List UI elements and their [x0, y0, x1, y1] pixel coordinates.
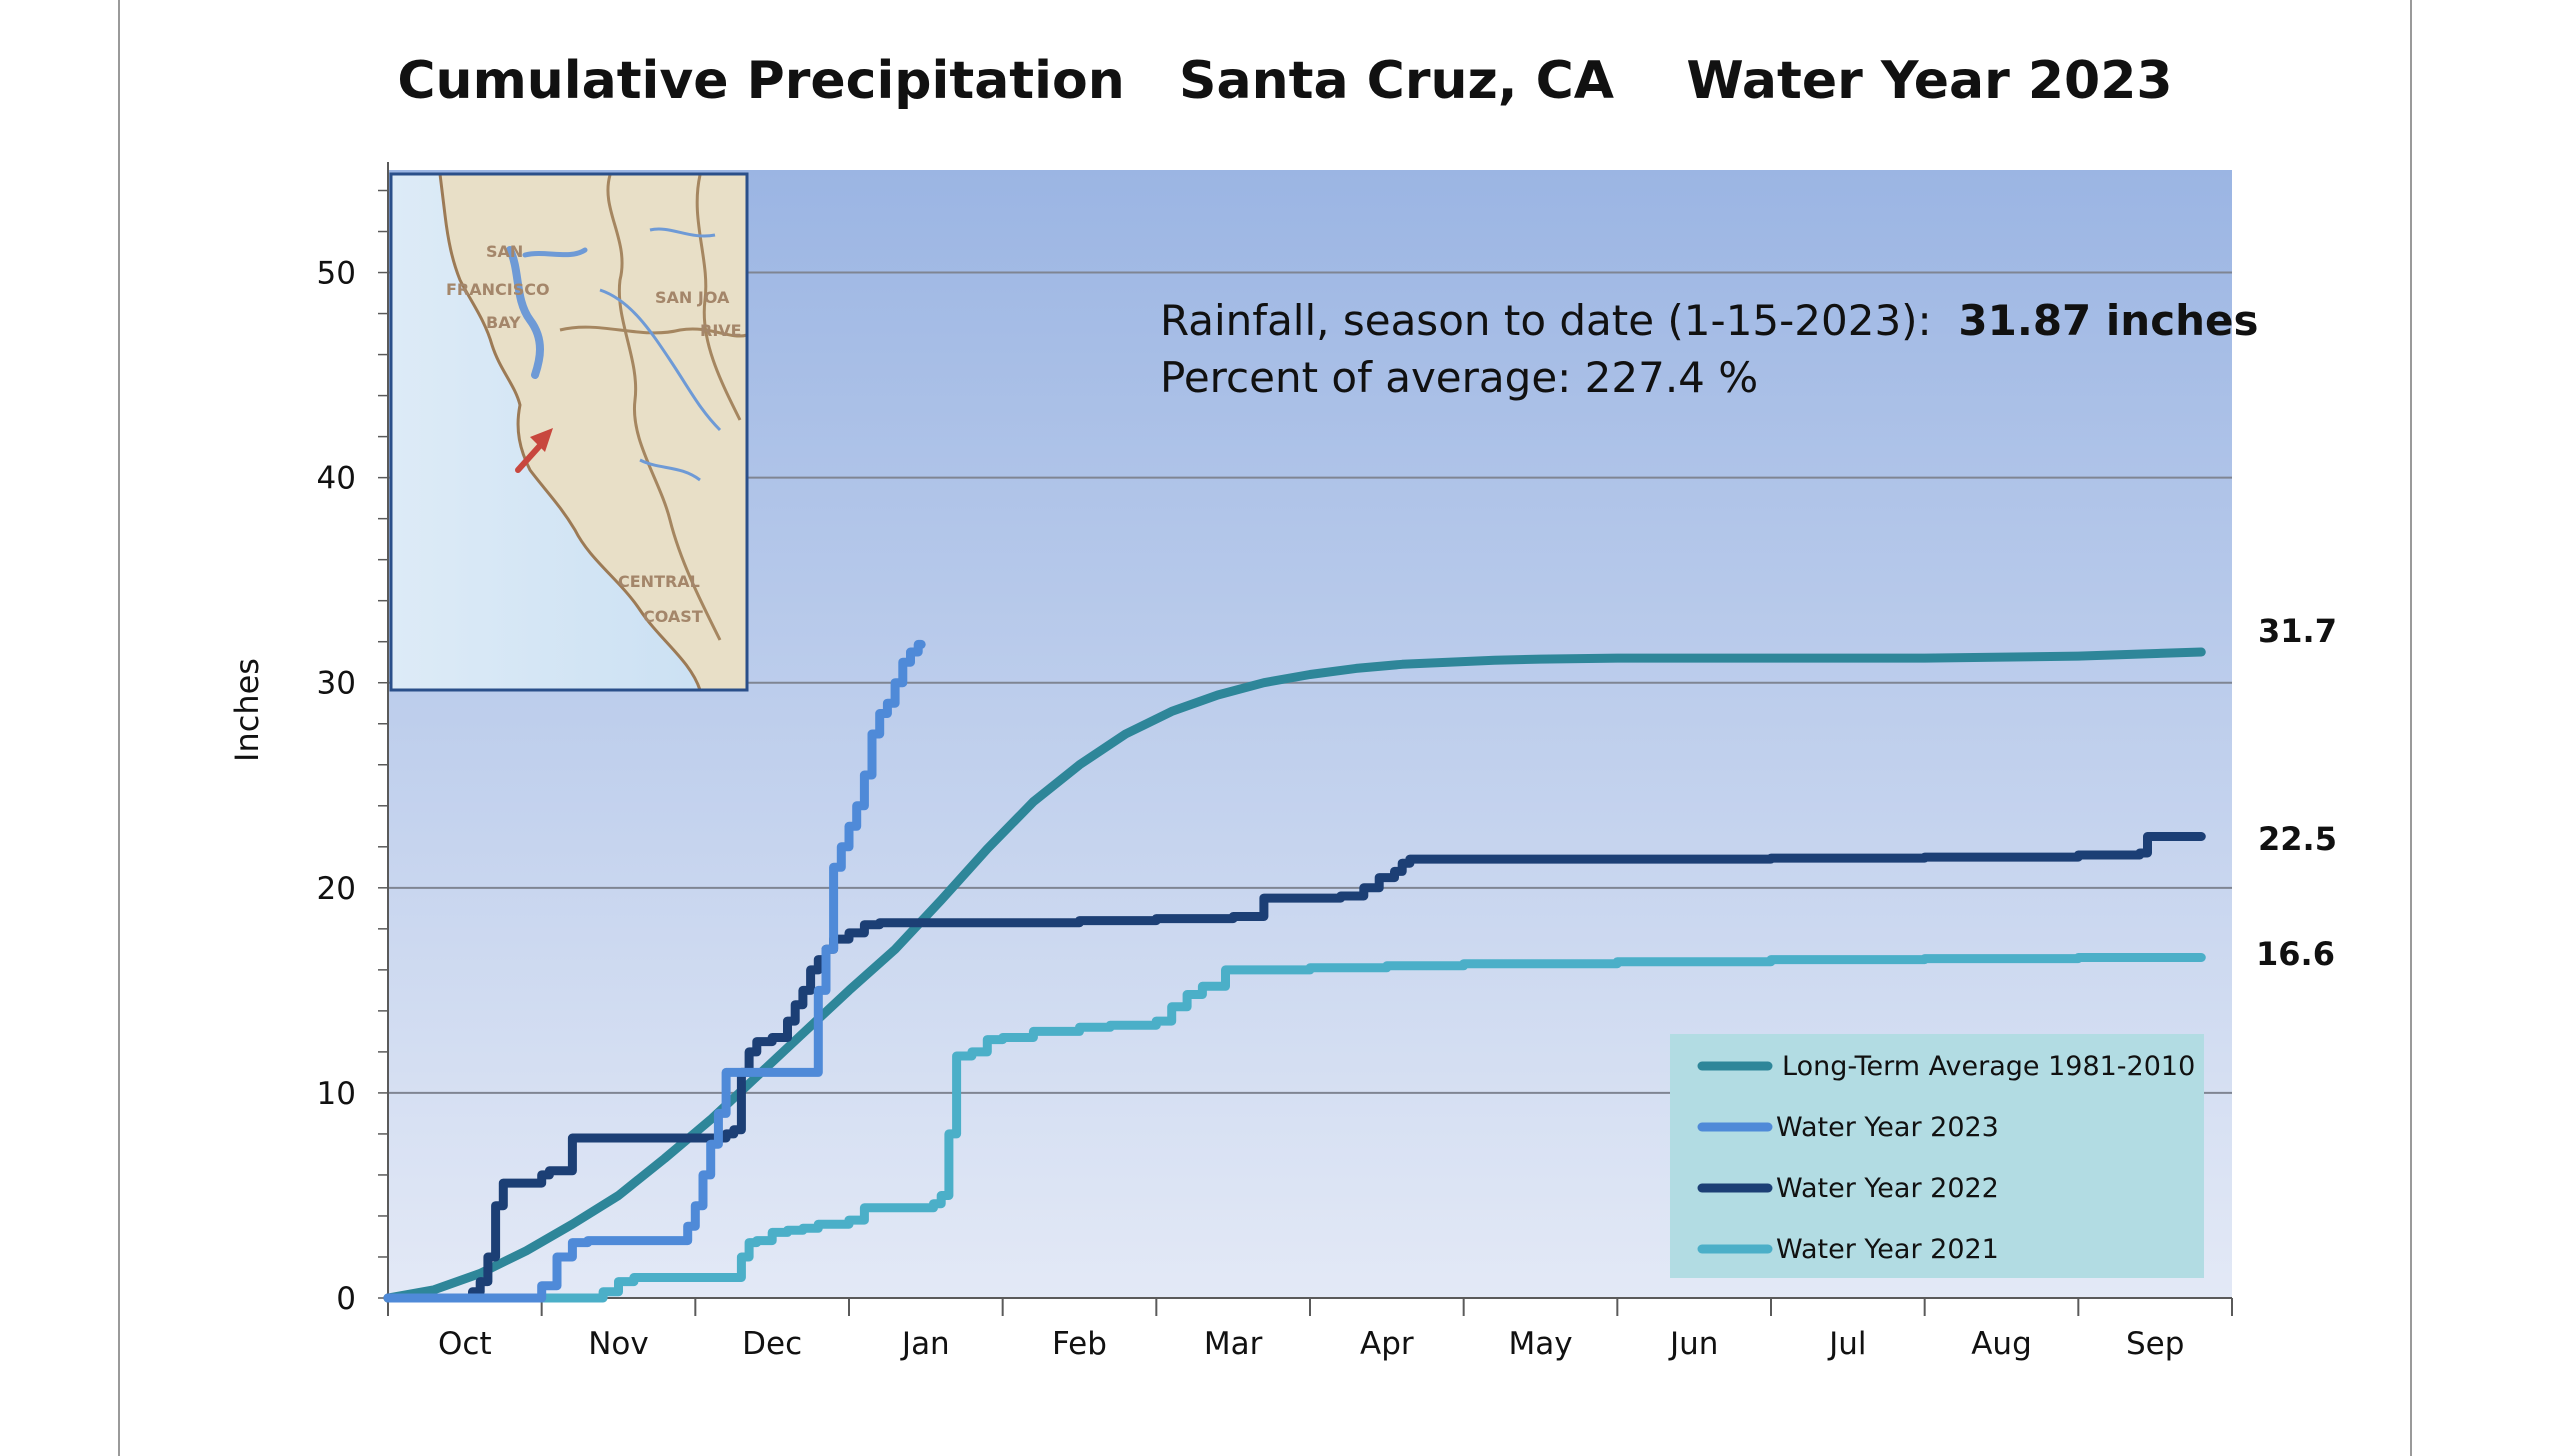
series-line-water-year-2023: [383, 639, 926, 1303]
inset-map-label-rive: RIVE: [700, 321, 742, 340]
legend-box: [1670, 1034, 2204, 1278]
inset-map-label-san-joa: SAN JOA: [655, 288, 730, 307]
x-tick-label-jan: Jan: [900, 1326, 950, 1362]
inset-map-river-3: [639, 458, 701, 482]
chart-title: Cumulative Precipitation Santa Cruz, CA …: [397, 51, 2172, 111]
x-tick-labels: Oct Nov Dec Jan Feb Mar Apr May Jun Jul Aug Sep: [438, 1326, 2184, 1362]
x-tick-label-dec: Dec: [742, 1326, 802, 1362]
x-tick-label-mar: Mar: [1204, 1326, 1263, 1362]
y-tick-label-20: 20: [317, 871, 356, 907]
legend-label-average: Long-Term Average 1981-2010: [1782, 1051, 2195, 1082]
inset-map: SAN FRANCISCO BAY SAN JOA RIVE CENTRAL C…: [389, 172, 749, 692]
x-tick-label-apr: Apr: [1360, 1326, 1414, 1362]
end-label-2021: 16.6: [2256, 935, 2335, 973]
y-tick-label-40: 40: [317, 461, 356, 497]
end-label-average: 31.7: [2258, 612, 2337, 650]
location-arrow-icon: [515, 428, 553, 473]
inset-map-river-2: [649, 227, 716, 238]
end-label-2022: 22.5: [2258, 820, 2337, 858]
inset-map-bay: [506, 246, 544, 379]
x-tick-label-aug: Aug: [1971, 1326, 2032, 1362]
inset-map-label-san: SAN: [486, 242, 523, 261]
x-tick-label-feb: Feb: [1052, 1326, 1107, 1362]
inset-map-border-1: [559, 325, 748, 338]
y-tick-label-0: 0: [336, 1281, 356, 1317]
season-rainfall-note: Rainfall, season to date (1-15-2023): 31…: [1160, 296, 2258, 345]
inset-map-border: [389, 172, 749, 692]
end-labels: 31.7 22.5 16.6: [2256, 612, 2337, 973]
series-line-water-year-2021: [383, 953, 2206, 1303]
y-tick-label-30: 30: [317, 666, 356, 702]
season-rainfall-value: 31.87 inches: [1958, 296, 2258, 345]
y-tick-label-10: 10: [317, 1076, 356, 1112]
legend-label-2023: Water Year 2023: [1776, 1112, 1999, 1143]
series-line-long-term-average-1981-2010: [383, 647, 2206, 1303]
x-tick-label-sep: Sep: [2126, 1326, 2184, 1362]
y-tick-labels: 0 10 20 30 40 50: [317, 256, 356, 1317]
legend-label-2022: Water Year 2022: [1776, 1173, 1999, 1204]
legend-label-2021: Water Year 2021: [1776, 1234, 1999, 1265]
x-tick-label-nov: Nov: [588, 1326, 649, 1362]
y-tick-label-50: 50: [317, 256, 356, 292]
inset-map-bay-arm: [522, 247, 588, 258]
percent-of-average-note: Percent of average: 227.4 %: [1160, 353, 1758, 402]
season-rainfall-prefix: Rainfall, season to date (1-15-2023):: [1160, 296, 1958, 345]
inset-map-label-francisco: FRANCISCO: [446, 280, 550, 299]
x-ticks: [387, 1298, 2233, 1316]
x-tick-label-jul: Jul: [1827, 1326, 1866, 1362]
inset-map-river-1: [599, 288, 722, 432]
inset-map-border-2: [606, 174, 722, 641]
inset-map-label-central: CENTRAL: [618, 572, 700, 591]
inset-map-label-coast: COAST: [643, 607, 703, 626]
page-frame: [118, 0, 2412, 1456]
inset-map-label-bay: BAY: [486, 313, 521, 332]
minor-ticks: [378, 189, 388, 1299]
legend: Long-Term Average 1981-2010 Water Year 2…: [1670, 1034, 2204, 1278]
x-tick-label-may: May: [1508, 1326, 1572, 1362]
x-tick-label-oct: Oct: [438, 1326, 492, 1362]
inset-map-border-3: [695, 174, 742, 421]
y-axis-label: Inches: [228, 658, 266, 762]
x-tick-label-jun: Jun: [1668, 1326, 1718, 1362]
series-lines: [383, 639, 2206, 1303]
